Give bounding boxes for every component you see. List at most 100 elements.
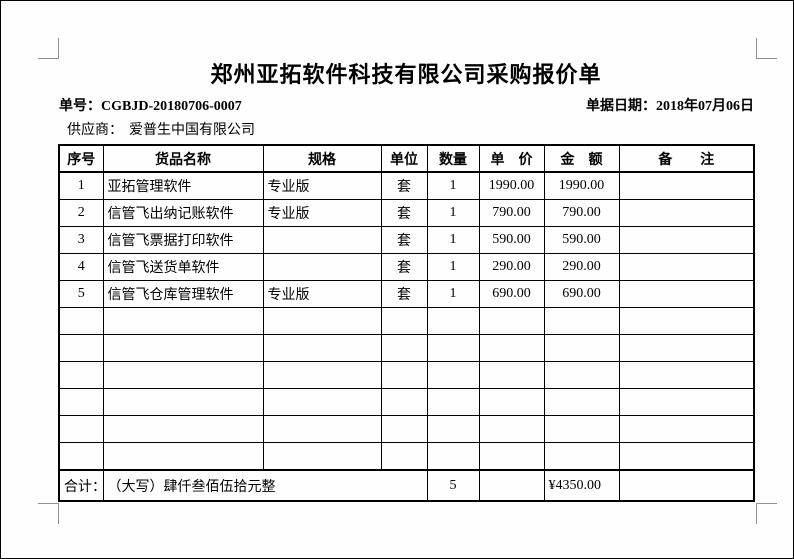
supplier-line: 供应商： 爱普生中国有限公司	[67, 119, 255, 139]
cell-quantity: 1	[426, 253, 480, 281]
table-row: 1 亚拓管理软件 专业版套 1 1990.00 1990.00	[58, 171, 755, 200]
cell-index	[58, 442, 104, 471]
cell-quantity	[426, 442, 480, 471]
order-number-label: 单号：	[59, 99, 101, 114]
total-unit-price-cell	[478, 469, 545, 502]
quotation-table: 序号 货品名称 规格 单位 数量 单 价 金 额 备 注 1 亚拓管理软件 专业版套…	[58, 144, 755, 502]
cell-product-name: 信管飞出纳记账软件	[102, 199, 264, 227]
cell-unit: 套	[380, 171, 428, 200]
cell-unit-price	[478, 388, 545, 416]
cell-spec	[262, 334, 382, 362]
cell-product-name: 亚拓管理软件	[102, 171, 264, 200]
header-spec: 规格	[262, 144, 382, 173]
cell-product-name	[102, 388, 264, 416]
cell-index: 4	[58, 253, 104, 281]
cell-remark	[618, 253, 755, 281]
cell-remark	[618, 388, 755, 416]
table-body: 1 亚拓管理软件 专业版套 1 1990.00 1990.00 2 信管飞出纳记账软件 专业版套…	[58, 171, 755, 471]
order-number: 单号：CGBJD-20180706-0007	[59, 95, 242, 115]
cell-unit	[380, 307, 428, 335]
supplier-label: 供应商：	[67, 123, 123, 138]
cell-index	[58, 361, 104, 389]
cell-index: 5	[58, 280, 104, 308]
cell-spec	[262, 442, 382, 471]
table-row: 5 信管飞仓库管理软件 专业版套 1 690.00 690.00	[58, 280, 755, 308]
empty-row	[58, 307, 755, 335]
crop-mark-top-right	[756, 38, 777, 59]
cell-spec	[262, 361, 382, 389]
cell-product-name	[102, 334, 264, 362]
total-amount-in-words: （大写）肆仟叁佰伍拾元整	[102, 469, 428, 502]
total-quantity: 5	[426, 469, 480, 502]
cell-unit-price	[478, 442, 545, 471]
cell-unit-price: 590.00	[478, 226, 545, 254]
cell-remark	[618, 334, 755, 362]
cell-product-name: 信管飞仓库管理软件	[102, 280, 264, 308]
cell-quantity	[426, 415, 480, 443]
cell-spec	[262, 226, 382, 254]
cell-amount: 1990.00	[543, 171, 620, 200]
header-quantity: 数量	[426, 144, 480, 173]
cell-amount	[543, 388, 620, 416]
cell-product-name	[102, 361, 264, 389]
cell-product-name: 信管飞送货单软件	[102, 253, 264, 281]
cell-quantity	[426, 334, 480, 362]
cell-amount: 790.00	[543, 199, 620, 227]
cell-unit: 套	[380, 226, 428, 254]
cell-unit	[380, 415, 428, 443]
cell-quantity: 1	[426, 280, 480, 308]
meta-line: 单号：CGBJD-20180706-0007 单据日期：2018年07月06日	[59, 95, 754, 115]
cell-unit	[380, 442, 428, 471]
cell-unit-price: 690.00	[478, 280, 545, 308]
empty-row	[58, 442, 755, 471]
cell-unit: 套	[380, 280, 428, 308]
table-row: 3 信管飞票据打印软件套 1 590.00 590.00	[58, 226, 755, 254]
cell-index: 1	[58, 171, 104, 200]
supplier-value: 爱普生中国有限公司	[129, 123, 255, 138]
empty-row	[58, 361, 755, 389]
cell-unit-price: 290.00	[478, 253, 545, 281]
header-product-name: 货品名称	[102, 144, 264, 173]
cell-remark	[618, 415, 755, 443]
cell-amount	[543, 307, 620, 335]
cell-unit: 套	[380, 199, 428, 227]
cell-spec: 专业版	[262, 199, 382, 227]
cell-quantity: 1	[426, 226, 480, 254]
order-number-value: CGBJD-20180706-0007	[101, 99, 242, 114]
crop-mark-top-left	[38, 38, 59, 59]
cell-unit-price	[478, 307, 545, 335]
document-date-label: 单据日期：	[586, 99, 656, 114]
cell-index: 3	[58, 226, 104, 254]
table-row: 2 信管飞出纳记账软件 专业版套 1 790.00 790.00	[58, 199, 755, 227]
header-remark: 备 注	[618, 144, 755, 173]
cell-remark	[618, 199, 755, 227]
cell-unit-price	[478, 334, 545, 362]
cell-amount	[543, 415, 620, 443]
cell-unit: 套	[380, 253, 428, 281]
cell-quantity	[426, 307, 480, 335]
cell-spec	[262, 253, 382, 281]
cell-unit-price	[478, 361, 545, 389]
cell-index	[58, 307, 104, 335]
table-header-row: 序号 货品名称 规格 单位 数量 单 价 金 额 备 注	[58, 144, 755, 173]
cell-unit-price: 1990.00	[478, 171, 545, 200]
cell-index	[58, 334, 104, 362]
cell-amount: 690.00	[543, 280, 620, 308]
total-row: 合计： （大写）肆仟叁佰伍拾元整 5 ¥4350.00	[58, 469, 755, 502]
header-unit-price: 单 价	[478, 144, 545, 173]
cell-spec	[262, 388, 382, 416]
total-amount: ¥4350.00	[543, 469, 620, 502]
cell-index: 2	[58, 199, 104, 227]
cell-remark	[618, 307, 755, 335]
cell-quantity	[426, 388, 480, 416]
crop-mark-bottom-left	[38, 503, 59, 524]
cell-spec: 专业版	[262, 171, 382, 200]
crop-mark-bottom-right	[756, 503, 777, 524]
cell-remark	[618, 442, 755, 471]
cell-unit	[380, 361, 428, 389]
cell-remark	[618, 171, 755, 200]
cell-amount	[543, 442, 620, 471]
empty-row	[58, 388, 755, 416]
page-title: 郑州亚拓软件科技有限公司采购报价单	[210, 62, 602, 87]
